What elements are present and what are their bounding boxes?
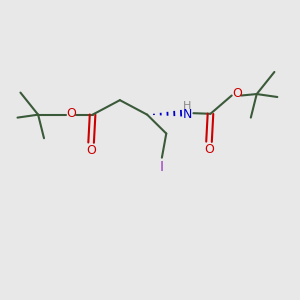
Text: I: I: [160, 160, 164, 173]
Text: O: O: [86, 144, 96, 158]
Text: O: O: [66, 107, 76, 120]
Text: N: N: [183, 108, 192, 121]
Text: O: O: [204, 143, 214, 157]
Text: O: O: [232, 87, 242, 100]
Text: H: H: [183, 101, 192, 111]
